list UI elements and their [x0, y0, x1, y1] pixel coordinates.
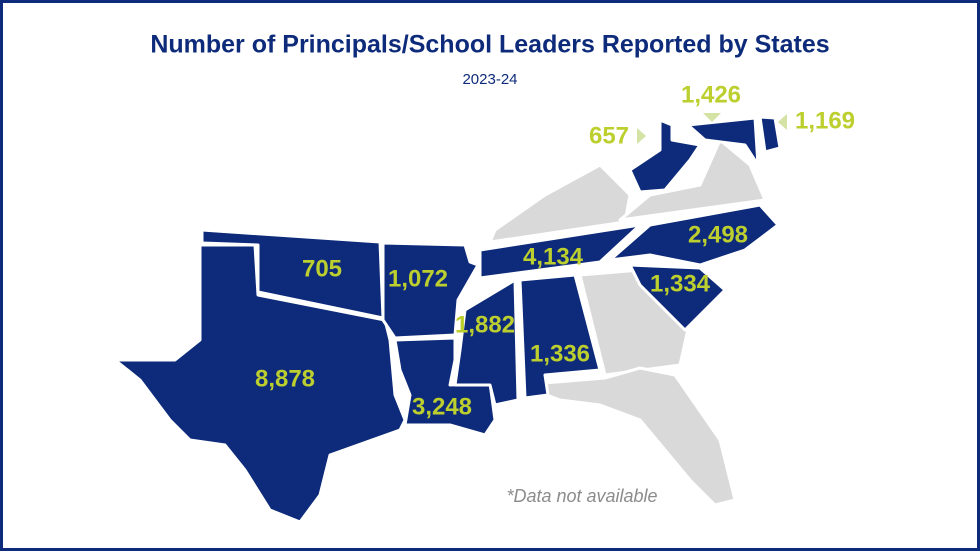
pointer [637, 128, 646, 144]
pointer [778, 114, 787, 130]
oklahoma [200, 228, 385, 320]
subtitle: 2023-24 [462, 71, 517, 88]
state-value: 657 [589, 122, 629, 149]
state-value: 3,248 [412, 393, 472, 420]
louisiana [393, 336, 497, 437]
note: *Data not available [506, 486, 657, 506]
state-value: 1,072 [388, 265, 448, 292]
arkansas [381, 241, 480, 340]
state-value: 8,878 [255, 365, 315, 392]
state-value: 4,134 [523, 243, 584, 270]
mississippi [453, 278, 520, 407]
maryland [686, 116, 760, 167]
state-value: 1,336 [530, 340, 590, 367]
pointer [703, 113, 721, 122]
north-carolina [608, 203, 780, 267]
title: Number of Principals/School Leaders Repo… [150, 31, 829, 59]
state-value: 1,334 [650, 270, 711, 297]
alabama [518, 273, 602, 400]
state-value: 1,882 [455, 311, 515, 338]
florida [518, 366, 737, 507]
south-carolina [628, 263, 727, 332]
delaware [758, 115, 782, 154]
states [113, 115, 782, 524]
state-value: 2,498 [688, 221, 748, 248]
west-virginia [628, 118, 702, 194]
state-value: 705 [302, 255, 342, 282]
state-value: 1,169 [795, 107, 855, 134]
kentucky [488, 163, 632, 244]
state-value: 1,426 [681, 81, 741, 108]
tennessee [478, 223, 642, 280]
state-labels: 8,878 705 1,072 3,248 1,882 1,336 4,134 … [255, 81, 855, 420]
